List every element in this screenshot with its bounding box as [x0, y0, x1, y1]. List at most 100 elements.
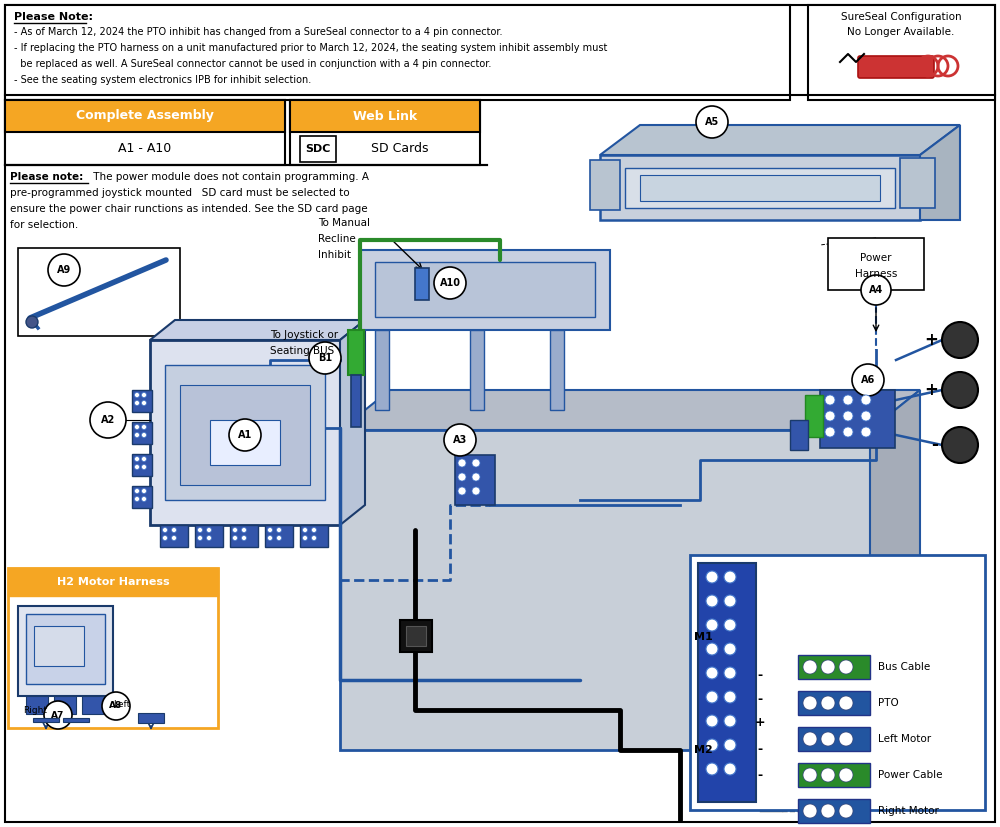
- Circle shape: [458, 473, 466, 481]
- Bar: [798, 799, 870, 823]
- Circle shape: [134, 457, 140, 461]
- Circle shape: [242, 528, 246, 533]
- Text: ensure the power chair runctions as intended. See the SD card page: ensure the power chair runctions as inte…: [10, 204, 368, 214]
- Circle shape: [724, 763, 736, 775]
- Circle shape: [207, 528, 212, 533]
- Bar: [798, 655, 870, 679]
- Circle shape: [942, 322, 978, 358]
- Circle shape: [142, 457, 146, 461]
- Circle shape: [803, 660, 817, 674]
- Text: - If replacing the PTO harness on a unit manufactured prior to March 12, 2024, t: - If replacing the PTO harness on a unit…: [14, 43, 607, 53]
- Bar: [590, 160, 620, 210]
- Bar: [340, 430, 870, 750]
- Circle shape: [302, 528, 308, 533]
- Bar: [5, 100, 285, 165]
- Bar: [195, 525, 223, 547]
- Circle shape: [706, 763, 718, 775]
- Polygon shape: [340, 390, 920, 430]
- Text: A5: A5: [705, 117, 719, 127]
- Text: for selection.: for selection.: [10, 220, 78, 230]
- Bar: [150, 340, 340, 525]
- Bar: [132, 486, 152, 508]
- Text: SDC: SDC: [305, 144, 331, 154]
- Bar: [415, 268, 429, 300]
- Bar: [132, 390, 152, 412]
- Text: Please note:: Please note:: [10, 172, 83, 182]
- Text: +: +: [755, 716, 765, 729]
- Text: Recline: Recline: [318, 234, 356, 244]
- Bar: [400, 620, 432, 652]
- Bar: [165, 365, 325, 500]
- Circle shape: [861, 275, 891, 305]
- Circle shape: [48, 254, 80, 286]
- Circle shape: [44, 701, 72, 729]
- Circle shape: [706, 643, 718, 655]
- Bar: [808, 5, 995, 100]
- Text: -: -: [757, 694, 763, 706]
- Circle shape: [134, 393, 140, 398]
- Circle shape: [724, 715, 736, 727]
- Circle shape: [229, 419, 261, 451]
- Text: Seating BUS: Seating BUS: [270, 346, 334, 356]
- Circle shape: [26, 316, 38, 328]
- Bar: [375, 262, 595, 317]
- Circle shape: [162, 536, 168, 541]
- Circle shape: [839, 696, 853, 710]
- Circle shape: [232, 536, 238, 541]
- Circle shape: [232, 528, 238, 533]
- Circle shape: [821, 696, 835, 710]
- Text: A8: A8: [109, 701, 123, 710]
- Text: Right: Right: [23, 706, 47, 715]
- Bar: [265, 525, 293, 547]
- Circle shape: [706, 691, 718, 703]
- Bar: [600, 155, 920, 220]
- Text: be replaced as well. A SureSeal connector cannot be used in conjunction with a 4: be replaced as well. A SureSeal connecto…: [14, 59, 491, 69]
- Text: M2: M2: [694, 745, 713, 755]
- Circle shape: [134, 424, 140, 429]
- Bar: [54, 696, 76, 714]
- Bar: [300, 525, 328, 547]
- Circle shape: [134, 433, 140, 437]
- Text: To Joystick or: To Joystick or: [270, 330, 338, 340]
- Circle shape: [172, 528, 176, 533]
- Bar: [26, 696, 48, 714]
- Text: Web Link: Web Link: [353, 109, 417, 122]
- Bar: [798, 727, 870, 751]
- Bar: [900, 158, 935, 208]
- Text: Bus Cable: Bus Cable: [878, 662, 930, 672]
- Text: -: -: [757, 668, 763, 681]
- Circle shape: [309, 342, 341, 374]
- Circle shape: [312, 528, 316, 533]
- Circle shape: [852, 364, 884, 396]
- Bar: [698, 563, 756, 802]
- Text: The power module does not contain programming. A: The power module does not contain progra…: [90, 172, 369, 182]
- Text: A10: A10: [440, 278, 460, 288]
- Circle shape: [696, 106, 728, 138]
- Text: A1 - A10: A1 - A10: [118, 141, 172, 155]
- Circle shape: [706, 619, 718, 631]
- Circle shape: [843, 427, 853, 437]
- Bar: [160, 525, 188, 547]
- Circle shape: [142, 496, 146, 501]
- Bar: [5, 100, 285, 132]
- Circle shape: [472, 459, 480, 467]
- Polygon shape: [600, 125, 960, 155]
- Text: A3: A3: [453, 435, 467, 445]
- Circle shape: [861, 411, 871, 421]
- Circle shape: [843, 411, 853, 421]
- Circle shape: [724, 667, 736, 679]
- Text: A9: A9: [57, 265, 71, 275]
- Text: -: -: [757, 768, 763, 782]
- Bar: [300, 136, 336, 162]
- Bar: [625, 168, 895, 208]
- Text: Right Motor: Right Motor: [878, 806, 939, 816]
- Circle shape: [312, 536, 316, 541]
- Text: +: +: [924, 381, 938, 399]
- Text: PTO: PTO: [878, 698, 899, 708]
- Bar: [360, 250, 610, 330]
- Circle shape: [207, 536, 212, 541]
- Bar: [33, 718, 59, 722]
- Circle shape: [458, 459, 466, 467]
- Circle shape: [142, 465, 146, 470]
- Circle shape: [839, 660, 853, 674]
